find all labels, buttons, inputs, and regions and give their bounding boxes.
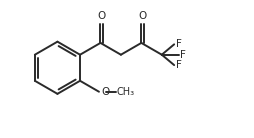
Text: O: O bbox=[138, 11, 146, 21]
Text: O: O bbox=[97, 11, 105, 21]
Text: F: F bbox=[176, 60, 182, 70]
Text: F: F bbox=[176, 39, 182, 49]
Text: CH₃: CH₃ bbox=[117, 87, 135, 97]
Text: O: O bbox=[101, 87, 109, 97]
Text: F: F bbox=[180, 50, 186, 60]
